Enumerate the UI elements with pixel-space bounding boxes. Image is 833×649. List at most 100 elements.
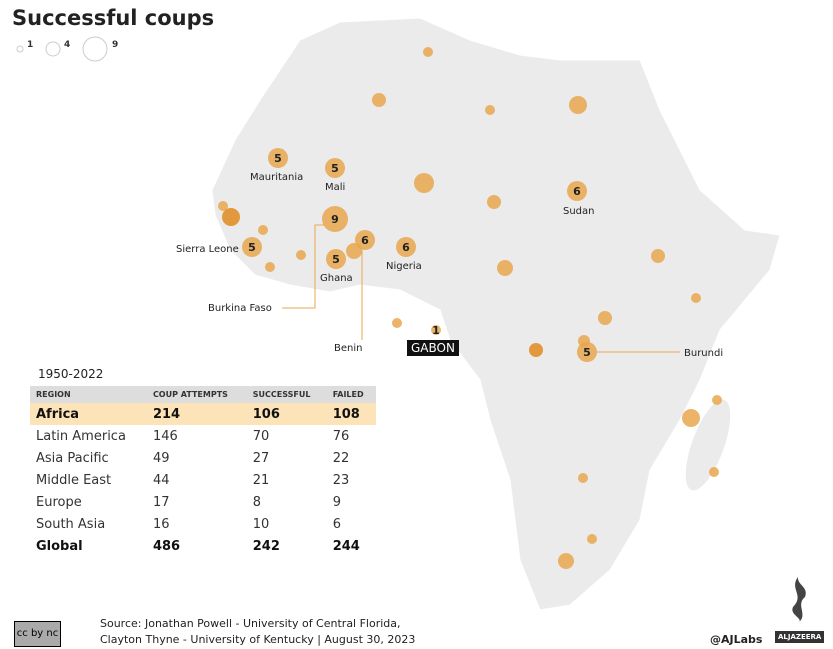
table-cell: 6 [332, 516, 341, 532]
coup-bubble [487, 195, 501, 209]
africa-landmass [211, 17, 781, 611]
bubble-layer [218, 47, 722, 569]
coup-bubble [414, 173, 434, 193]
coup-bubble [431, 325, 441, 335]
coup-bubble [326, 249, 346, 269]
table-cell: 10 [252, 516, 270, 532]
label-benin: Benin [334, 343, 362, 354]
header-region: REGION [30, 386, 147, 403]
coup-bubble [392, 318, 402, 328]
value-burundi: 5 [583, 346, 591, 359]
table-cell: 108 [326, 403, 376, 425]
coup-bubble [258, 225, 268, 235]
table-row: Asia Pacific 49 27 22 [30, 447, 376, 469]
coup-bubble [529, 343, 543, 357]
coup-bubble [322, 206, 348, 232]
header-successful: SUCCESSFUL [246, 386, 327, 403]
coup-bubble [587, 534, 597, 544]
table-cell: 8 [252, 494, 262, 510]
value-mali: 5 [331, 162, 339, 175]
table-cell: Europe [36, 494, 82, 510]
header-failed: FAILED [326, 386, 376, 403]
coup-bubble [651, 249, 665, 263]
legend-circle-4 [45, 41, 61, 57]
chart-title: Successful coups [12, 6, 215, 30]
coup-bubble [372, 93, 386, 107]
table-cell: 242 [252, 538, 280, 554]
label-gabon: GABON [407, 340, 459, 356]
table-cell: Global [36, 538, 83, 554]
table-cell: 49 [152, 450, 170, 466]
coup-bubble [423, 47, 433, 57]
aljazeera-wordmark: ALJAZEERA [775, 631, 825, 643]
coup-bubble [578, 473, 588, 483]
table-cell: 106 [246, 403, 327, 425]
table-cell: 486 [152, 538, 181, 554]
coup-bubble [577, 342, 597, 362]
label-ghana: Ghana [320, 273, 353, 284]
madagascar [685, 399, 731, 491]
coup-bubble [325, 158, 345, 178]
coup-bubble [558, 553, 574, 569]
aljazeera-logo-icon [792, 577, 806, 623]
legend-label-9: 9 [112, 40, 119, 50]
value-gabon: 1 [432, 324, 440, 337]
table-cell: 244 [332, 538, 360, 554]
value-benin: 6 [361, 234, 369, 247]
table-cell: 17 [152, 494, 170, 510]
coup-bubble [691, 293, 701, 303]
coup-bubble [265, 262, 275, 272]
label-mauritania: Mauritania [250, 172, 303, 183]
table-row: South Asia 16 10 6 [30, 513, 376, 535]
value-burkina-faso: 9 [331, 213, 339, 226]
table-cell: 76 [332, 428, 350, 444]
creative-commons-badge: cc by nc sa [14, 621, 61, 647]
source-note: Source: Jonathan Powell - University of … [100, 616, 415, 648]
table-row: Europe 17 8 9 [30, 491, 376, 513]
table-cell: 9 [332, 494, 341, 510]
coup-bubble [598, 311, 612, 325]
value-sudan: 6 [573, 185, 581, 198]
table-cell: Africa [30, 403, 147, 425]
table-row: Latin America 146 70 76 [30, 425, 376, 447]
coup-bubble [485, 105, 495, 115]
table-cell: 44 [152, 472, 170, 488]
label-nigeria: Nigeria [386, 261, 422, 272]
label-sierra-leone: Sierra Leone [176, 244, 239, 255]
table-row: Africa 214 106 108 [30, 403, 376, 425]
legend-circle-1 [16, 45, 24, 53]
legend-circle-9 [82, 36, 108, 62]
legend-label-1: 1 [27, 40, 34, 50]
label-mali: Mali [325, 182, 345, 193]
table-cell: Asia Pacific [36, 450, 109, 466]
ajlabs-handle: @AJLabs [710, 633, 763, 646]
table-cell: Middle East [36, 472, 112, 488]
value-ghana: 5 [332, 253, 340, 266]
label-burkina-faso: Burkina Faso [208, 303, 272, 314]
table-row: Middle East 44 21 23 [30, 469, 376, 491]
table-cell: 214 [146, 403, 247, 425]
coup-bubble [712, 395, 722, 405]
coup-bubble [497, 260, 513, 276]
value-mauritania: 5 [274, 152, 282, 165]
label-sudan: Sudan [563, 206, 595, 217]
source-line-2: Clayton Thyne - University of Kentucky |… [100, 633, 416, 646]
coup-bubble [396, 237, 416, 257]
legend-label-4: 4 [64, 40, 71, 50]
table-period: 1950-2022 [38, 367, 104, 381]
coup-bubble [682, 409, 700, 427]
value-nigeria: 6 [402, 241, 410, 254]
coup-bubble [346, 243, 362, 259]
coup-bubble [296, 250, 306, 260]
value-sierra-leone: 5 [248, 241, 256, 254]
coup-bubble [709, 467, 719, 477]
coup-bubble [569, 96, 587, 114]
table-cell: 22 [332, 450, 350, 466]
table-cell: 21 [252, 472, 270, 488]
table-cell: 70 [252, 428, 270, 444]
coups-table: REGION COUP ATTEMPTS SUCCESSFUL FAILED A… [30, 386, 376, 557]
coup-bubble [268, 148, 288, 168]
table-cell: 16 [152, 516, 170, 532]
